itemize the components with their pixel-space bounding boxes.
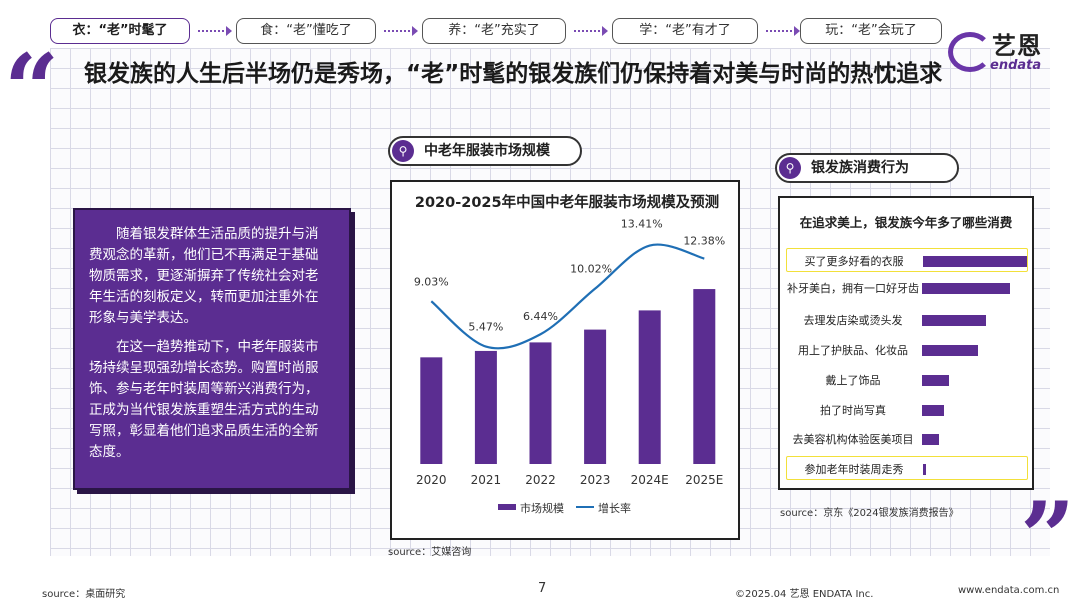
behavior-bar bbox=[923, 464, 927, 475]
tag-label: 中老年服装市场规模 bbox=[424, 143, 550, 159]
tag-market-size: ⚲ 中老年服装市场规模 bbox=[388, 136, 582, 166]
behavior-label: 去理发店染或烫头发 bbox=[803, 313, 903, 327]
behavior-row: 拍了时尚写真 bbox=[786, 398, 1028, 422]
logo-text-en: endata bbox=[990, 58, 1042, 73]
behavior-bar bbox=[923, 256, 1027, 267]
arrow-right-icon bbox=[384, 26, 418, 36]
behavior-label: 补牙美白，拥有一口好牙齿 bbox=[787, 281, 919, 295]
x-tick-label: 2022 bbox=[525, 473, 556, 487]
bar-line-chart-svg: 2020 2021 2022 2023 2024E 2025E 9.03% 5.47% 6.44… bbox=[414, 218, 725, 515]
paragraph-1: 随着银发群体生活品质的提升与消费观念的革新，他们已不再满足于基础物质需求，更逐渐… bbox=[89, 226, 319, 326]
logo-e-icon bbox=[948, 32, 992, 72]
page-title: 银发族的人生后半场仍是秀场，“老”时髦的银发族们仍保持着对美与时尚的热忱追求 bbox=[84, 61, 943, 87]
nav-item-label: 衣：“老”时髦了 bbox=[72, 23, 168, 38]
bar-market-size bbox=[638, 310, 661, 464]
description-panel: 随着银发群体生活品质的提升与消费观念的革新，他们已不再满足于基础物质需求，更逐渐… bbox=[73, 208, 351, 490]
x-tick-label: 2023 bbox=[580, 473, 611, 487]
arrow-right-icon bbox=[574, 26, 608, 36]
page-number: 7 bbox=[538, 581, 547, 596]
footer-source: source：桌面研究 bbox=[42, 589, 126, 598]
nav-item-study[interactable]: 学：“老”有才了 bbox=[612, 18, 758, 44]
market-size-chart: 2020-2025年中国中老年服装市场规模及预测 2020 2021 2022 202… bbox=[390, 180, 740, 540]
behavior-row: 买了更多好看的衣服 bbox=[786, 248, 1028, 272]
behavior-label: 去美容机构体验医美项目 bbox=[792, 432, 914, 446]
behavior-label: 买了更多好看的衣服 bbox=[804, 254, 904, 268]
section-nav: 衣：“老”时髦了 食：“老”懂吃了 养：“老”充实了 学：“老”有才了 玩：“老… bbox=[50, 18, 950, 44]
data-label-growth: 12.38% bbox=[683, 235, 725, 248]
behavior-row: 去美容机构体验医美项目 bbox=[786, 427, 1028, 451]
nav-item-food[interactable]: 食：“老”懂吃了 bbox=[236, 18, 376, 44]
data-label-growth: 10.02% bbox=[570, 263, 612, 276]
chart-title: 2020-2025年中国中老年服装市场规模及预测 bbox=[414, 195, 720, 211]
behavior-row: 补牙美白，拥有一口好牙齿 bbox=[786, 276, 1028, 300]
behavior-bar bbox=[922, 345, 979, 356]
paragraph-2: 在这一趋势推动下，中老年服装市场持续呈现强劲增长态势。购置时尚服饰、参与老年时装… bbox=[89, 339, 319, 460]
close-quote-icon: ” bbox=[1020, 481, 1076, 594]
behavior-row: 参加老年时装周走秀 bbox=[786, 456, 1028, 480]
behavior-bar bbox=[922, 315, 987, 326]
behavior-bar bbox=[922, 375, 950, 386]
consumer-behavior-chart: 在追求美上，银发族今年多了哪些消费 买了更多好看的衣服补牙美白，拥有一口好牙齿去… bbox=[778, 196, 1034, 490]
nav-item-health[interactable]: 养：“老”充实了 bbox=[422, 18, 566, 44]
behavior-bar bbox=[922, 283, 1011, 294]
behavior-label: 用上了护肤品、化妆品 bbox=[798, 343, 908, 357]
x-tick-label: 2020 bbox=[416, 473, 447, 487]
data-label-growth: 9.03% bbox=[414, 275, 449, 288]
legend-swatch-bar bbox=[498, 504, 516, 510]
bar-market-size bbox=[584, 329, 607, 464]
tag-consumer-behavior: ⚲ 银发族消费行为 bbox=[775, 153, 959, 183]
arrow-right-icon bbox=[766, 26, 800, 36]
data-label-growth: 5.47% bbox=[468, 321, 503, 334]
logo-text-cn: 艺恩 bbox=[992, 32, 1042, 60]
chart-title: 在追求美上，银发族今年多了哪些消费 bbox=[799, 215, 1013, 230]
footer-website[interactable]: www.endata.com.cn bbox=[958, 585, 1060, 596]
nav-item-label: 玩：“老”会玩了 bbox=[825, 23, 917, 38]
x-tick-label: 2024E bbox=[631, 473, 669, 487]
x-tick-label: 2025E bbox=[685, 473, 723, 487]
bar-market-size bbox=[474, 350, 497, 464]
nav-item-label: 食：“老”懂吃了 bbox=[260, 23, 352, 38]
behavior-label: 参加老年时装周走秀 bbox=[804, 462, 904, 476]
bar-market-size bbox=[693, 289, 716, 464]
magnifier-icon: ⚲ bbox=[392, 140, 414, 162]
nav-item-clothing[interactable]: 衣：“老”时髦了 bbox=[50, 18, 190, 44]
tag-label: 银发族消费行为 bbox=[811, 160, 909, 176]
behavior-row: 去理发店染或烫头发 bbox=[786, 308, 1028, 332]
behavior-bar bbox=[922, 434, 939, 445]
legend-label: 增长率 bbox=[598, 501, 631, 515]
behavior-label: 拍了时尚写真 bbox=[820, 403, 886, 417]
bar-market-size bbox=[529, 342, 552, 464]
open-quote-icon: “ bbox=[4, 33, 60, 146]
bar-market-size bbox=[420, 357, 443, 464]
nav-item-label: 学：“老”有才了 bbox=[639, 23, 731, 38]
x-tick-label: 2021 bbox=[471, 473, 502, 487]
footer-copyright: ©2025.04 艺恩 ENDATA Inc. bbox=[735, 589, 874, 598]
behavior-bar bbox=[922, 405, 944, 416]
growth-rate-line bbox=[430, 243, 705, 350]
magnifier-icon: ⚲ bbox=[779, 157, 801, 179]
chart-source: source：京东《2024银发族消费报告》 bbox=[780, 508, 959, 519]
endata-logo: 艺恩 endata bbox=[948, 22, 1068, 76]
nav-item-play[interactable]: 玩：“老”会玩了 bbox=[800, 18, 942, 44]
arrow-right-icon bbox=[198, 26, 232, 36]
data-label-growth: 13.41% bbox=[621, 218, 663, 231]
chart-source: source：艾媒咨询 bbox=[388, 547, 472, 558]
nav-item-label: 养：“老”充实了 bbox=[448, 23, 540, 38]
behavior-row: 戴上了饰品 bbox=[786, 368, 1028, 392]
data-label-growth: 6.44% bbox=[523, 310, 558, 323]
legend-label: 市场规模 bbox=[520, 501, 564, 515]
behavior-row: 用上了护肤品、化妆品 bbox=[786, 338, 1028, 362]
behavior-label: 戴上了饰品 bbox=[825, 373, 881, 387]
